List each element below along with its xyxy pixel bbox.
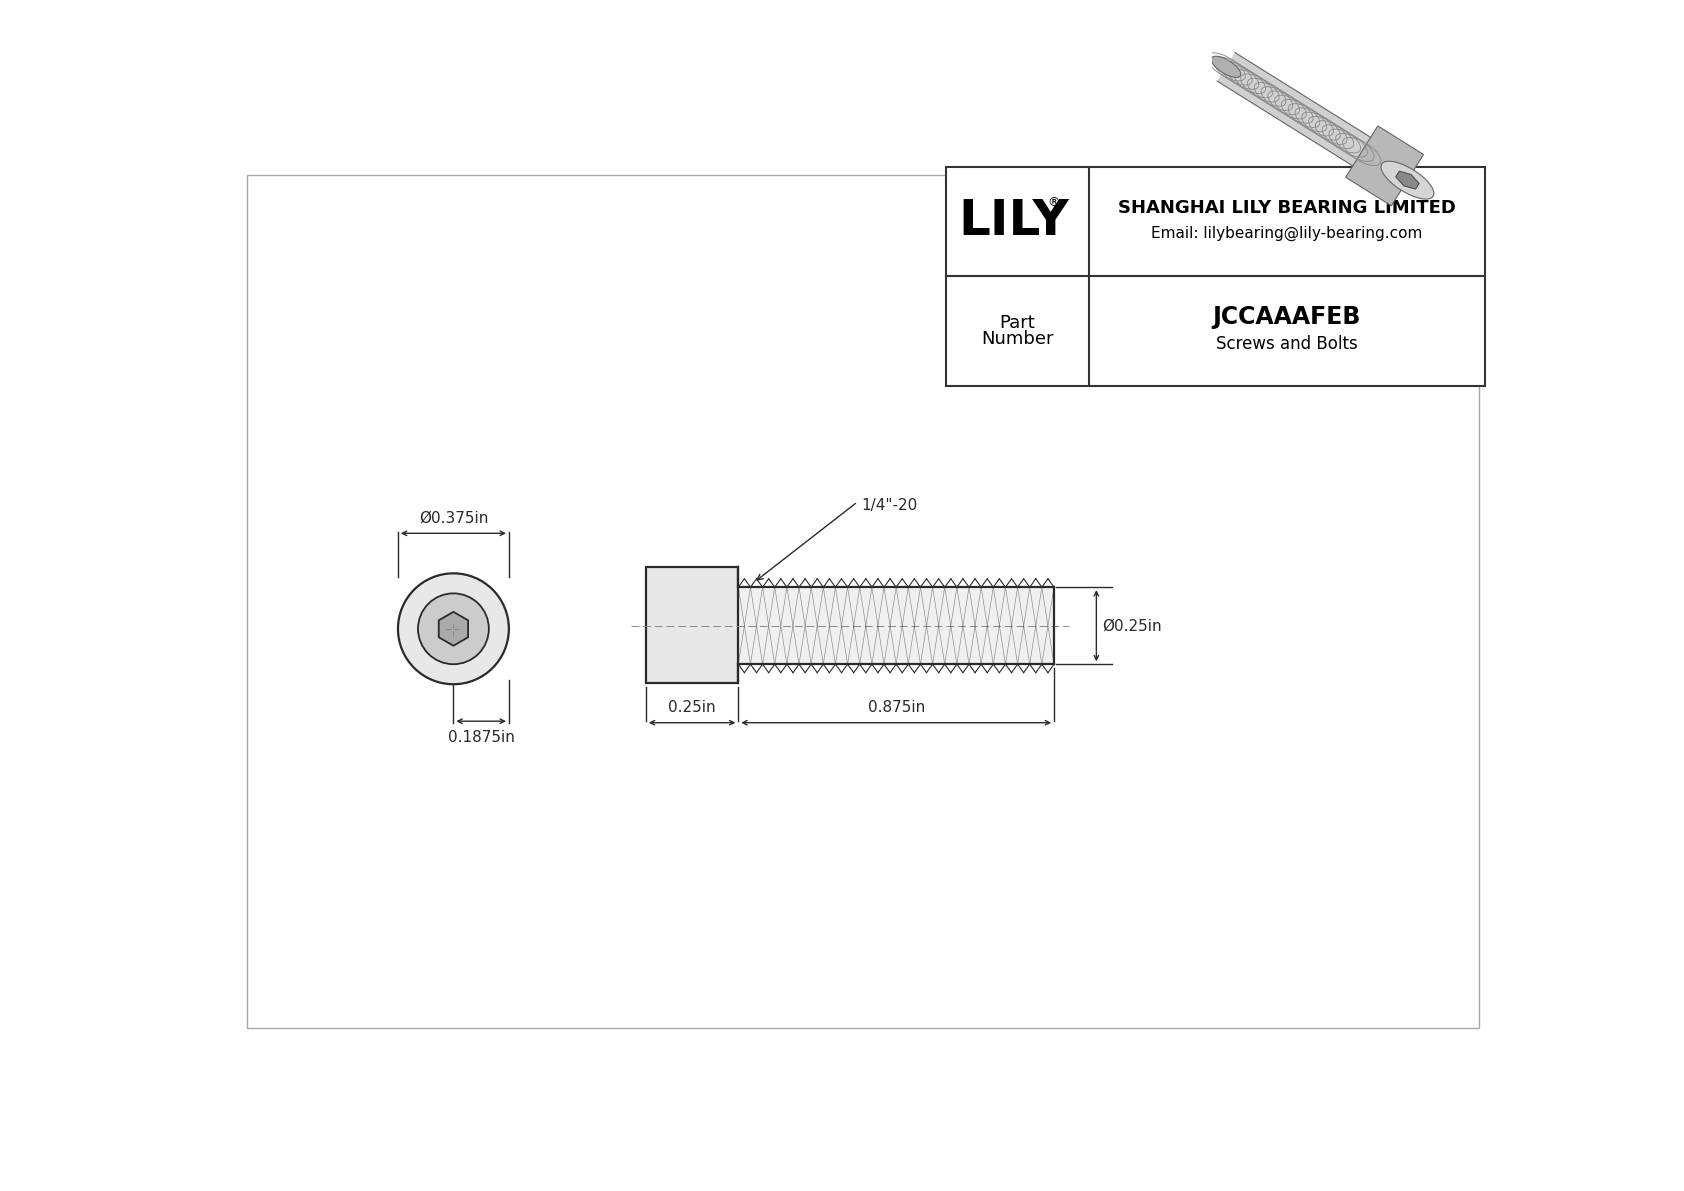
Text: 0.25in: 0.25in xyxy=(669,700,716,715)
Polygon shape xyxy=(1381,161,1433,199)
Text: LILY: LILY xyxy=(958,198,1069,245)
Text: Email: lilybearing@lily-bearing.com: Email: lilybearing@lily-bearing.com xyxy=(1152,226,1423,242)
Text: 1/4"-20: 1/4"-20 xyxy=(862,498,918,513)
Polygon shape xyxy=(1335,132,1388,170)
Polygon shape xyxy=(946,167,1485,386)
Text: Ø0.375in: Ø0.375in xyxy=(419,511,488,525)
Polygon shape xyxy=(440,612,468,646)
Polygon shape xyxy=(1211,56,1241,77)
Polygon shape xyxy=(1218,52,1371,166)
Circle shape xyxy=(418,593,488,665)
Text: Part: Part xyxy=(1000,314,1036,332)
Text: Screws and Bolts: Screws and Bolts xyxy=(1216,335,1357,353)
Text: Ø0.25in: Ø0.25in xyxy=(1103,618,1162,634)
Text: 0.875in: 0.875in xyxy=(867,700,925,715)
Text: JCCAAAFEB: JCCAAAFEB xyxy=(1212,305,1361,330)
Polygon shape xyxy=(738,587,1054,665)
Text: 0.1875in: 0.1875in xyxy=(448,730,515,746)
Circle shape xyxy=(397,573,509,685)
Polygon shape xyxy=(647,567,738,682)
Polygon shape xyxy=(1346,126,1423,206)
Text: Number: Number xyxy=(982,330,1054,348)
Polygon shape xyxy=(1396,172,1420,189)
Text: ®: ® xyxy=(1047,195,1059,208)
Text: SHANGHAI LILY BEARING LIMITED: SHANGHAI LILY BEARING LIMITED xyxy=(1118,199,1457,217)
